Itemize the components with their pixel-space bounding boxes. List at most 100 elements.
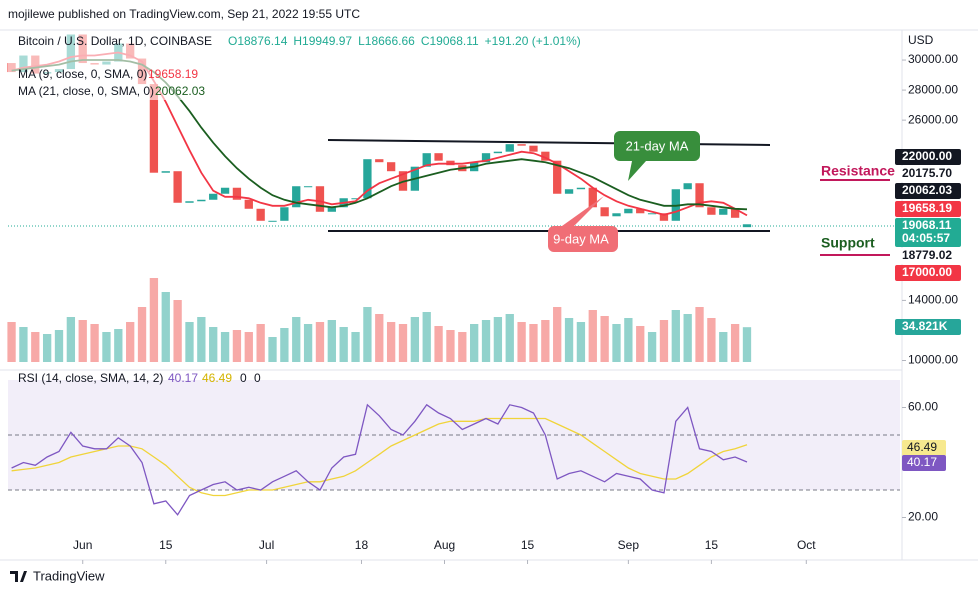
- volume-bar: [707, 318, 716, 362]
- volume-bar: [327, 320, 336, 362]
- volume-bar: [363, 307, 372, 362]
- y-tick-label: 14000.00: [908, 293, 958, 307]
- volume-bar: [493, 317, 503, 362]
- candle-body: [517, 144, 526, 146]
- candle-body: [695, 183, 704, 208]
- candle-body: [232, 187, 242, 200]
- volume-bar: [185, 322, 194, 362]
- volume-bar: [541, 320, 550, 362]
- candle-body: [327, 207, 336, 212]
- ma-legend: MA (21, close, 0, SMA, 0): [18, 84, 154, 98]
- price-tag: [895, 265, 961, 281]
- volume-bar: [19, 327, 28, 362]
- candle-body: [576, 187, 586, 190]
- ma-legend-value: 20062.03: [155, 84, 205, 98]
- candle-body: [244, 199, 253, 209]
- brand-logo: [10, 571, 27, 582]
- resistance-label: Resistance: [821, 163, 895, 179]
- callout: [548, 196, 618, 252]
- price-tag-label: 22000.00: [902, 149, 952, 163]
- volume-bar: [553, 307, 562, 362]
- volume-bar: [410, 317, 420, 362]
- candle-body: [553, 160, 562, 194]
- rsi-line: [11, 403, 748, 516]
- price-tag-label: 34.821K: [902, 319, 948, 333]
- candle-body: [268, 220, 277, 222]
- x-tick-label: Oct: [797, 538, 816, 552]
- candle-body: [730, 208, 740, 218]
- ohlc-value: O18876.14: [228, 34, 288, 48]
- candle-body: [481, 153, 491, 163]
- volume-bar: [268, 337, 277, 362]
- volume-bar: [339, 327, 348, 362]
- volume-bar: [292, 317, 301, 362]
- currency: USD: [908, 33, 934, 47]
- price-tag: [895, 149, 961, 165]
- candle-body: [292, 186, 301, 208]
- volume-bar: [126, 322, 135, 362]
- ma-legend-value: 19658.19: [148, 67, 198, 81]
- y-tick-label: 30000.00: [908, 52, 958, 66]
- x-tick-label: 15: [705, 538, 719, 552]
- candle-body: [434, 153, 443, 161]
- candle-body: [742, 224, 752, 228]
- volume-bar: [161, 292, 170, 362]
- volume-bar: [42, 334, 52, 362]
- rsi-tick-label: 20.00: [908, 510, 938, 524]
- ma21-callout: 21-day MA: [626, 138, 689, 153]
- candle-body: [564, 189, 574, 194]
- volume-bar: [636, 326, 645, 362]
- volume-bar: [730, 324, 740, 362]
- x-tick-label: Jul: [259, 538, 274, 552]
- candle-body: [149, 84, 159, 173]
- rsi-tag: [902, 455, 946, 471]
- volume-bar: [137, 307, 147, 362]
- volume-bar: [66, 317, 76, 362]
- candle-body: [600, 207, 609, 217]
- volume-bar: [612, 324, 621, 362]
- volume-bar: [303, 324, 313, 362]
- volume-bar: [647, 332, 657, 362]
- y-tick-label: 28000.00: [908, 82, 958, 96]
- volume-bar: [742, 327, 752, 362]
- candle-body: [315, 186, 325, 212]
- ohlc-value: L18666.66: [358, 34, 415, 48]
- x-tick-label: 15: [159, 538, 173, 552]
- y-tick-label: 26000.00: [908, 112, 958, 126]
- volume-bar: [78, 320, 87, 362]
- ohlc-value: C19068.11: [421, 34, 479, 48]
- volume-bar: [256, 324, 265, 362]
- volume-bar: [232, 330, 242, 362]
- volume-bar: [624, 318, 633, 362]
- volume-bar: [505, 314, 514, 362]
- price-tag: [895, 166, 961, 182]
- price-tag-label: 19068.11: [902, 218, 952, 232]
- support-label: Support: [821, 235, 875, 251]
- candle-body: [719, 208, 728, 215]
- candle-body: [624, 208, 633, 214]
- volume-bar: [434, 326, 443, 362]
- candle-body: [220, 187, 230, 194]
- x-tick-label: Sep: [618, 538, 640, 552]
- rsi-legend-value: 0: [254, 371, 261, 385]
- volume-bar: [280, 328, 289, 362]
- volume-bar: [481, 320, 491, 362]
- ma9-callout: 9-day MA: [553, 231, 609, 246]
- volume-bar: [31, 332, 40, 362]
- rsi-legend-value: 40.17: [168, 371, 198, 385]
- candle-body: [588, 187, 597, 208]
- volume-bar: [659, 320, 669, 362]
- rsi-tag-label: 40.17: [907, 455, 937, 469]
- volume-bar: [446, 330, 455, 362]
- volume-bar: [375, 314, 384, 362]
- volume-bar: [102, 332, 111, 362]
- x-tick-label: Jun: [73, 538, 92, 552]
- volume-bar: [671, 310, 680, 362]
- rsi-tick-label: 60.00: [908, 400, 938, 414]
- candle-body: [256, 208, 265, 221]
- candle-body: [659, 213, 669, 221]
- rsi-tag: [902, 440, 946, 456]
- candle-body: [636, 208, 645, 214]
- candle-body: [185, 201, 194, 203]
- volume-bar: [114, 329, 123, 362]
